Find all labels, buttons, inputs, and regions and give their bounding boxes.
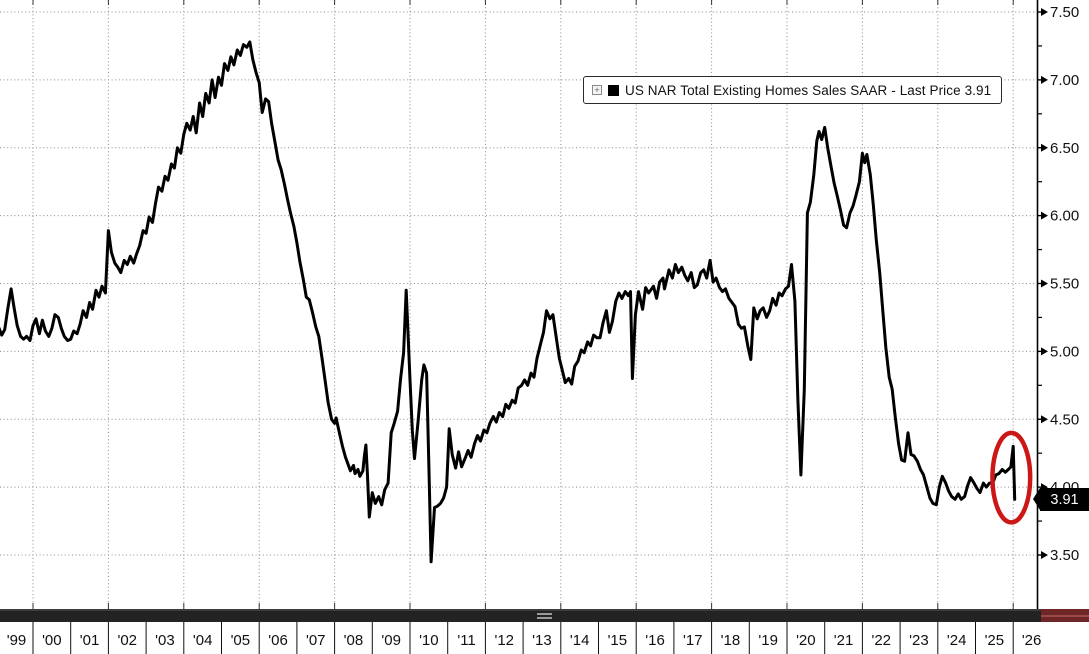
svg-text:'20: '20 — [796, 632, 816, 649]
scrollbar-grip-icon[interactable] — [537, 613, 552, 615]
svg-text:'18: '18 — [721, 632, 741, 649]
svg-text:'05: '05 — [231, 632, 251, 649]
y-axis-labels: 7.507.006.506.005.505.004.504.003.50 — [1037, 4, 1079, 564]
svg-text:'10: '10 — [419, 632, 439, 649]
legend-expand-icon[interactable]: + — [592, 85, 602, 95]
svg-text:6.00: 6.00 — [1050, 208, 1079, 225]
svg-text:3.50: 3.50 — [1050, 547, 1079, 564]
svg-text:5.00: 5.00 — [1050, 343, 1079, 360]
svg-text:5.50: 5.50 — [1050, 276, 1079, 293]
svg-text:'14: '14 — [570, 632, 590, 649]
svg-text:'23: '23 — [909, 632, 929, 649]
svg-text:'09: '09 — [381, 632, 401, 649]
svg-text:'02: '02 — [117, 632, 137, 649]
svg-text:'01: '01 — [80, 632, 100, 649]
svg-text:'25: '25 — [985, 632, 1005, 649]
svg-text:'11: '11 — [457, 632, 475, 649]
svg-text:'15: '15 — [608, 632, 628, 649]
svg-text:4.50: 4.50 — [1050, 411, 1079, 428]
svg-text:'00: '00 — [42, 632, 62, 649]
last-price-value: 3.91 — [1050, 491, 1079, 508]
svg-text:'13: '13 — [532, 632, 552, 649]
svg-text:'06: '06 — [268, 632, 288, 649]
legend-series-swatch-icon — [608, 84, 619, 96]
svg-text:'16: '16 — [645, 632, 665, 649]
svg-text:7.50: 7.50 — [1050, 4, 1079, 21]
svg-text:'21: '21 — [834, 632, 854, 649]
svg-text:'19: '19 — [758, 632, 778, 649]
x-axis-year-labels: '99 '00 '01 '02 '03 '04 '05 '06 '07 '08 '09 '10 '11 '… — [7, 622, 1042, 654]
svg-text:6.50: 6.50 — [1050, 140, 1079, 157]
svg-text:'08: '08 — [344, 632, 364, 649]
svg-text:'26: '26 — [1022, 632, 1042, 649]
svg-text:'99: '99 — [7, 632, 27, 649]
svg-text:'22: '22 — [871, 632, 891, 649]
svg-text:'12: '12 — [494, 632, 514, 649]
svg-text:'17: '17 — [683, 632, 703, 649]
svg-text:'24: '24 — [947, 632, 967, 649]
h-gridlines — [0, 11, 1037, 556]
svg-text:'04: '04 — [193, 632, 213, 649]
svg-text:'07: '07 — [306, 632, 326, 649]
svg-text:'03: '03 — [155, 632, 175, 649]
svg-text:7.00: 7.00 — [1050, 72, 1079, 89]
chart-legend[interactable]: + US NAR Total Existing Homes Sales SAAR… — [583, 76, 1003, 104]
legend-series-label: US NAR Total Existing Homes Sales SAAR -… — [625, 82, 992, 98]
highlight-ellipse-annotation — [990, 430, 1033, 525]
series-line-existing-home-sales — [0, 40, 1017, 564]
last-price-tag: 3.91 — [1033, 488, 1089, 511]
x-axis-bar[interactable] — [0, 609, 1041, 622]
